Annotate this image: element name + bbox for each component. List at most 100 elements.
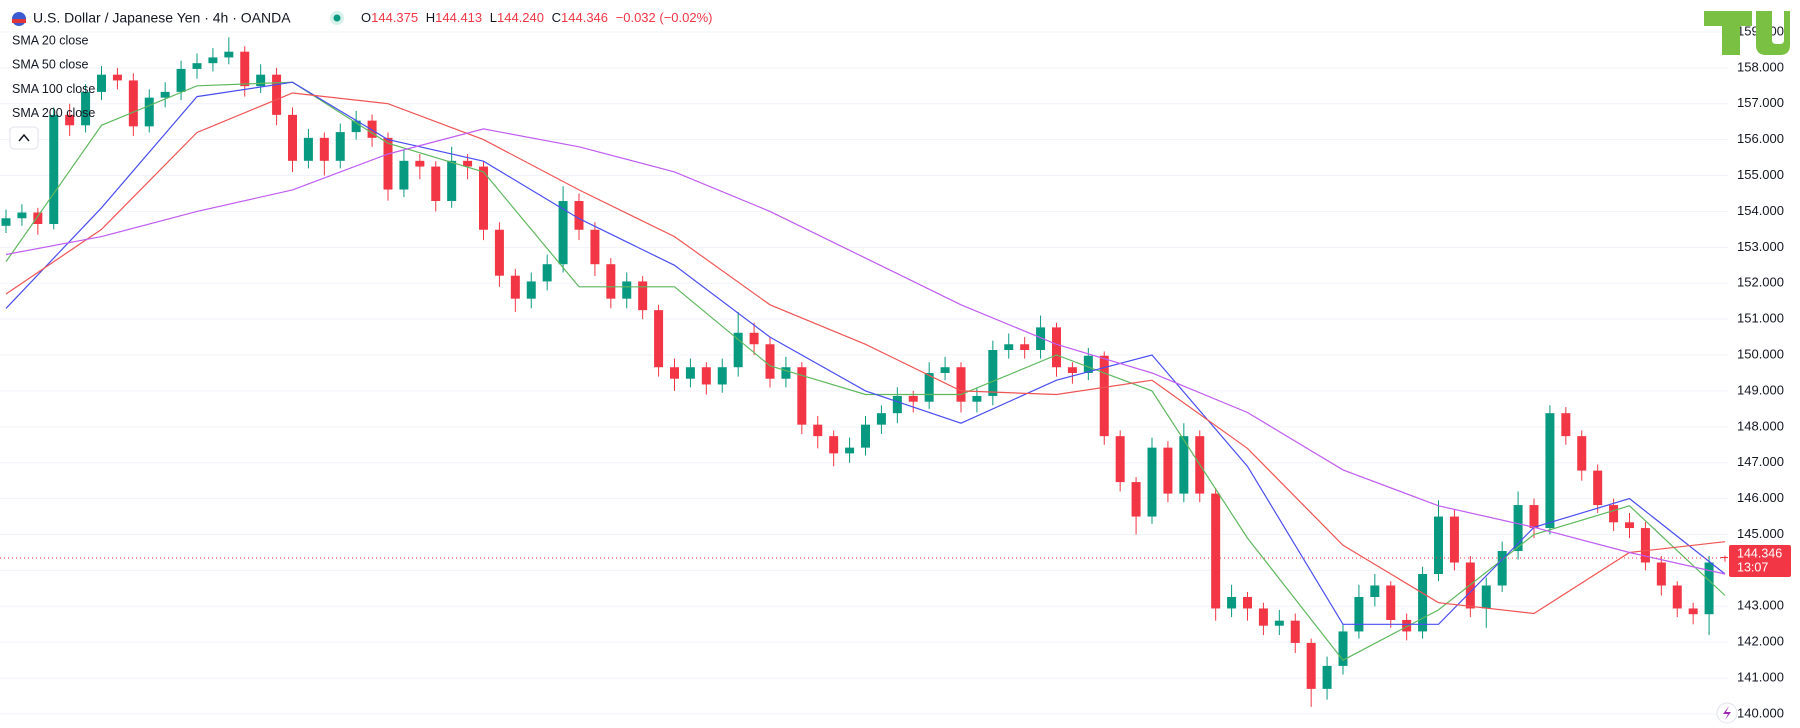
candle-body: [558, 201, 568, 265]
candle-body: [1386, 585, 1396, 620]
candle-body: [1370, 585, 1380, 597]
candle-body: [1163, 447, 1173, 494]
candle-body: [670, 367, 679, 379]
plot-layer: [0, 37, 1730, 707]
logo-t: [1704, 11, 1752, 55]
candle-body: [1672, 585, 1682, 609]
y-tick-label: 140.000: [1737, 705, 1784, 720]
candle-body: [1, 218, 11, 226]
candle-body: [1704, 562, 1714, 615]
candle-body: [781, 367, 791, 379]
candle-body: [1306, 642, 1316, 689]
y-tick-label: 148.000: [1737, 418, 1784, 433]
candle-body: [1147, 447, 1157, 517]
price-axis: 140.000141.000142.000143.000144.000145.0…: [1729, 23, 1791, 720]
y-tick-label: 155.000: [1737, 167, 1784, 182]
candle-body: [1211, 493, 1221, 609]
alert-icon: [1723, 706, 1731, 720]
candle-body: [1083, 355, 1093, 373]
candle-body: [526, 281, 536, 299]
candle-body: [1609, 505, 1619, 523]
candle-body: [1179, 436, 1189, 494]
candle-body: [1449, 516, 1459, 563]
y-tick-label: 149.000: [1737, 382, 1784, 397]
candle-body: [447, 160, 457, 202]
candle-body: [1545, 413, 1555, 529]
candle-body: [176, 68, 186, 92]
ohlc-label: O: [361, 10, 371, 25]
collapse-icon: [18, 133, 30, 142]
candle-body: [956, 367, 966, 402]
candle-body: [908, 395, 918, 402]
collapse-button[interactable]: [9, 126, 39, 150]
candle-body: [1338, 631, 1348, 666]
candle-body: [654, 310, 664, 368]
candle-body: [1227, 596, 1237, 609]
ohlc-value: 144.346: [561, 10, 608, 25]
y-tick-label: 146.000: [1737, 490, 1784, 505]
candle-body: [1243, 596, 1252, 609]
candle-body: [685, 367, 695, 379]
symbol-title: U.S. Dollar / Japanese Yen · 4h · OANDA: [33, 10, 291, 26]
candle-body: [1481, 585, 1491, 609]
candle-body: [1258, 608, 1268, 626]
candle-body: [1290, 620, 1300, 643]
candle-body: [97, 74, 106, 92]
candle-body: [303, 137, 313, 161]
countdown-label: 13:07: [1737, 560, 1768, 574]
candle-body: [160, 91, 170, 98]
candle-body: [1434, 516, 1443, 574]
candle-body: [49, 114, 59, 224]
candle-body: [717, 367, 727, 385]
candle-body: [335, 132, 345, 161]
candle-body: [797, 367, 807, 425]
candle-body: [924, 372, 934, 402]
candle-body: [606, 264, 616, 299]
grid-layer: [0, 31, 1728, 715]
candle-body: [1577, 436, 1587, 471]
y-tick-label: 158.000: [1737, 59, 1784, 74]
candle-body: [1115, 436, 1125, 483]
ohlc-value: 144.375: [371, 10, 418, 25]
y-tick-label: 154.000: [1737, 203, 1784, 218]
candle-body: [638, 281, 648, 311]
y-tick-label: 157.000: [1737, 95, 1784, 110]
candle-body: [144, 97, 154, 127]
last-price-label: 144.346: [1737, 546, 1782, 560]
candle-body: [399, 160, 409, 190]
candle-body: [1354, 596, 1364, 632]
price-axis-bg: [1728, 0, 1800, 728]
sma-line: [5, 81, 1726, 625]
candle-body: [988, 350, 998, 396]
candle-body: [1656, 562, 1666, 586]
candle-body: [1067, 367, 1077, 373]
sma-line: [5, 92, 1726, 615]
ohlc-value: 144.240: [497, 10, 544, 25]
candle-body: [701, 367, 711, 385]
y-tick-label: 152.000: [1737, 275, 1784, 290]
candle-body: [463, 160, 473, 167]
candle-body: [1625, 522, 1634, 529]
candle-body: [892, 395, 902, 414]
candle-body: [1640, 528, 1650, 563]
candle-body: [813, 424, 823, 437]
change-value: −0.032 (−0.02%): [616, 10, 713, 25]
candle-body: [1036, 327, 1046, 350]
y-tick-label: 145.000: [1737, 526, 1784, 541]
legend-entry: SMA 20 close: [12, 33, 88, 47]
candle-body: [845, 447, 855, 454]
candle-body: [319, 137, 329, 161]
candle-body: [112, 74, 122, 81]
y-tick-label: 153.000: [1737, 239, 1784, 254]
candle-body: [1020, 344, 1030, 350]
candle-body: [1688, 608, 1698, 615]
candle-body: [1561, 413, 1571, 437]
candle-body: [1418, 574, 1428, 632]
ohlc-readout: O144.375 H144.413 L144.240 C144.346 −0.0…: [361, 10, 713, 25]
candle-body: [972, 395, 982, 402]
candle-body: [192, 63, 202, 69]
candle-body: [1497, 551, 1507, 586]
ohlc-value: 144.413: [435, 10, 482, 25]
